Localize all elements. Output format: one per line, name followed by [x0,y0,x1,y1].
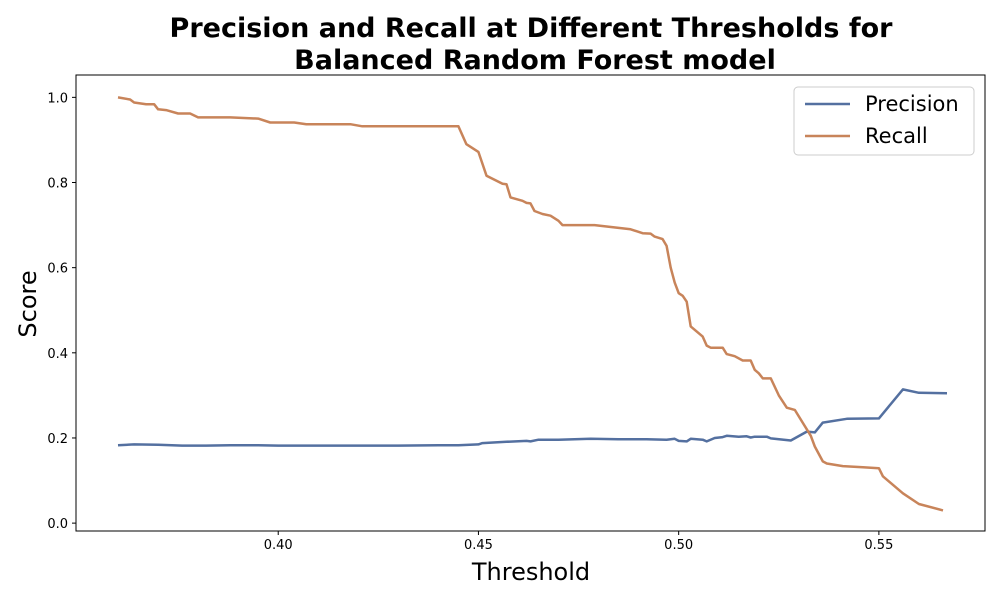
y-tick-label: 1.0 [47,91,68,106]
series-line-recall [117,96,944,512]
y-tick-label: 0.4 [47,347,68,362]
y-axis-label: Score [14,270,42,337]
series-line-precision [117,388,948,447]
x-axis-label: Threshold [471,558,590,586]
y-tick-label: 0.8 [47,177,68,192]
legend-label-precision: Precision [865,92,959,116]
legend: Precision Recall [793,86,975,156]
x-tick-label: 0.45 [464,538,493,553]
chart-title-line-2: Balanced Random Forest model [294,45,776,76]
x-tick-label: 0.55 [864,538,893,553]
y-tick-label: 0.2 [47,432,68,447]
legend-label-recall: Recall [865,124,928,148]
x-tick-label: 0.40 [264,538,293,553]
y-tick-label: 0.6 [47,262,68,277]
axis-ticks: 0.40 0.45 0.50 0.55 0.0 0.2 0.4 0.6 0.8 1.0 [47,91,893,553]
chart-title-line-1: Precision and Recall at Different Thresh… [170,13,894,44]
y-tick-label: 0.0 [47,517,68,532]
plot-area [75,74,986,532]
x-tick-label: 0.50 [664,538,693,553]
series-lines [117,96,948,512]
